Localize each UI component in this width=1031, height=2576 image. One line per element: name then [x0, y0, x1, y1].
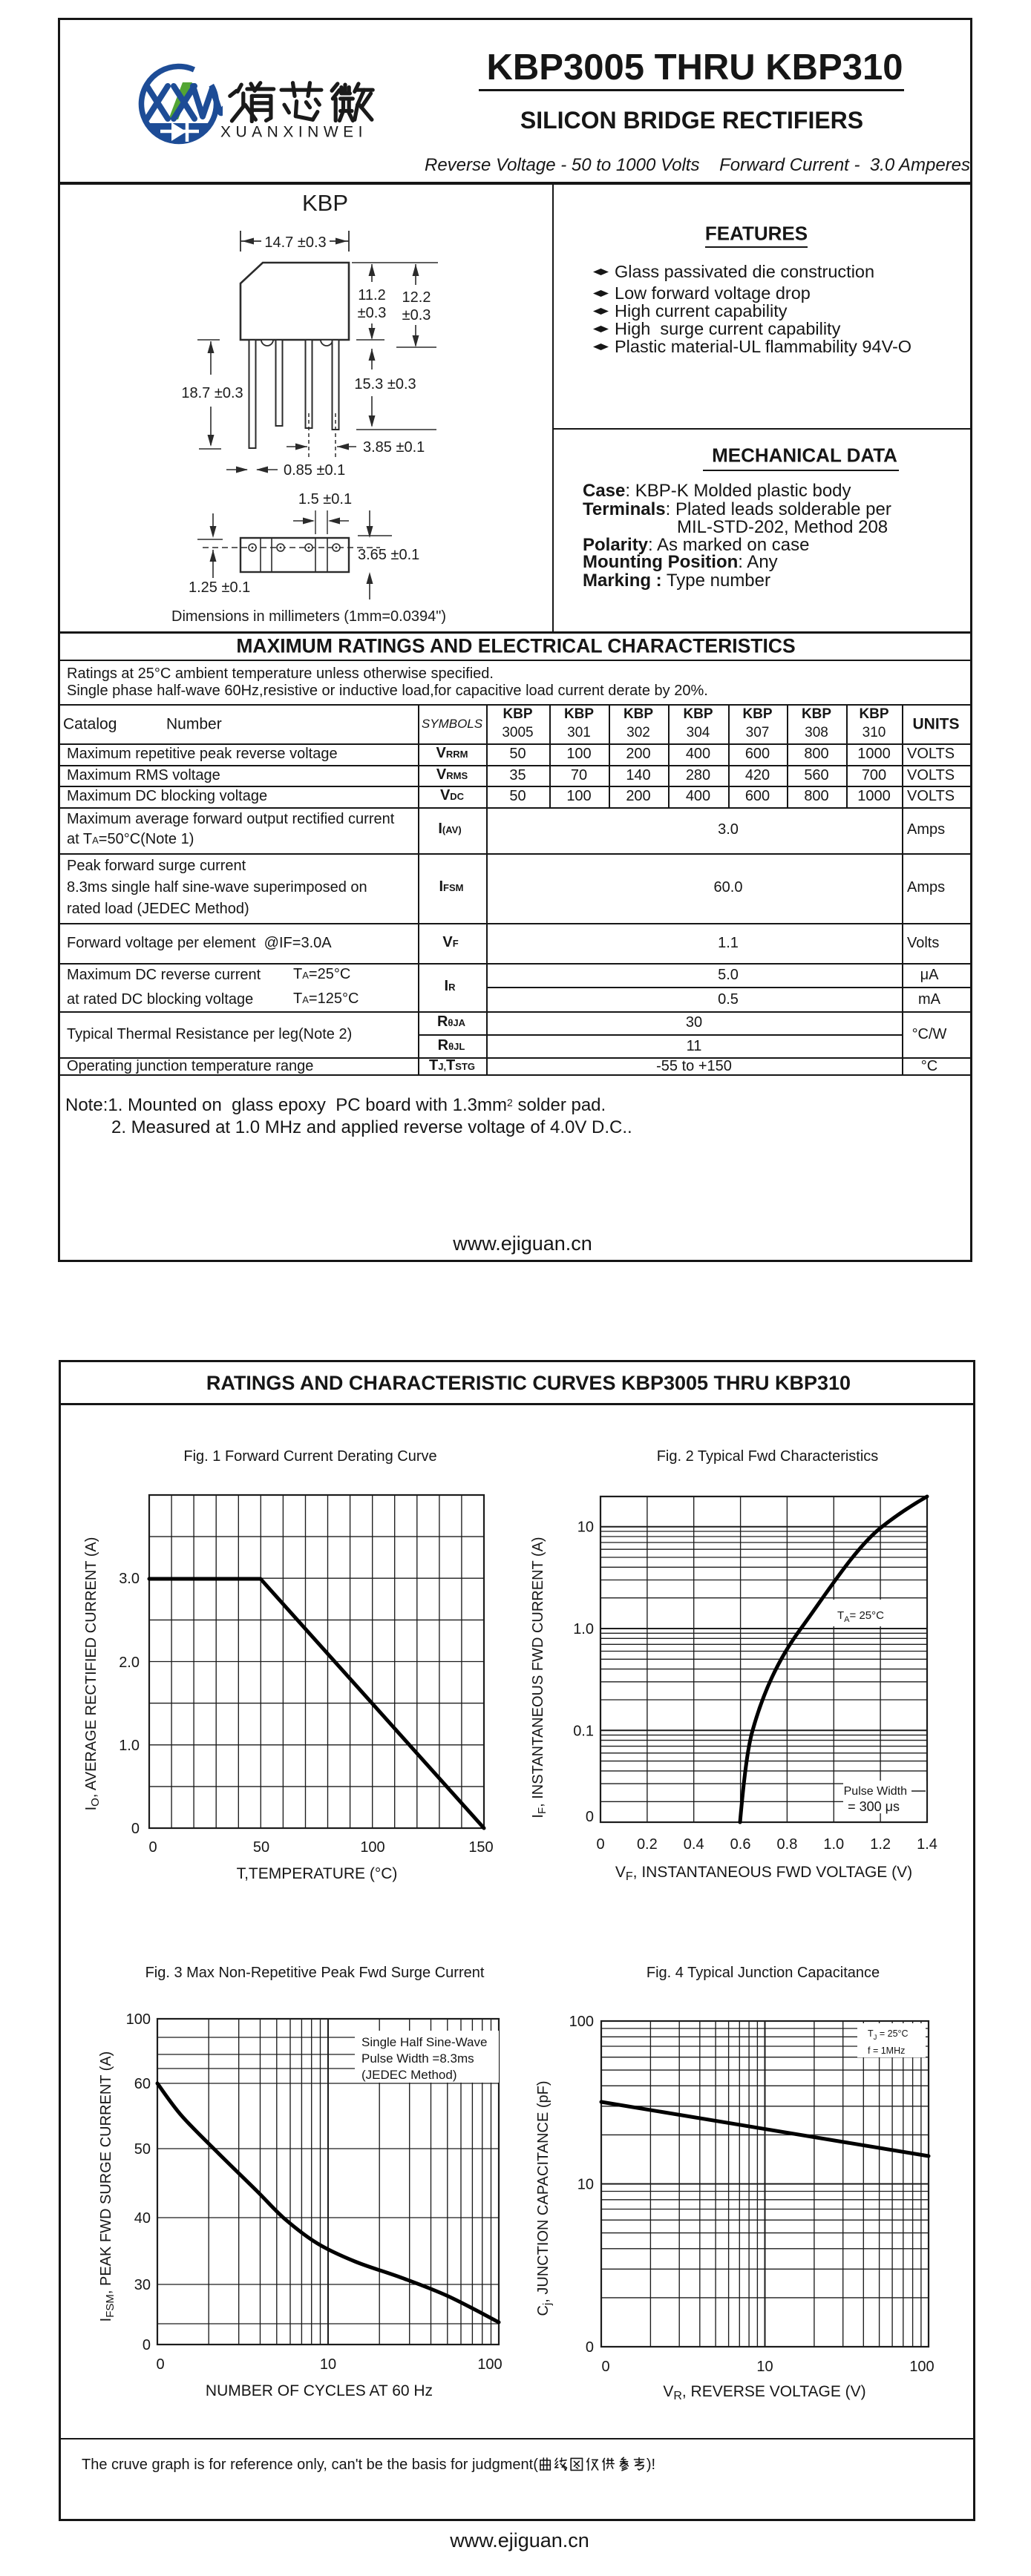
svg-text:Pulse Width =8.3ms: Pulse Width =8.3ms: [361, 2051, 474, 2066]
svg-text:IO, AVERAGE RECTIFIED CURRENT: IO, AVERAGE RECTIFIED CURRENT (A): [83, 1537, 102, 1811]
svg-text:10: 10: [756, 2359, 773, 2375]
svg-text:0.4: 0.4: [684, 1836, 704, 1853]
svg-text:IF, INSTANTANEOUS FWD CURRENT: IF, INSTANTANEOUS FWD CURRENT (A): [530, 1537, 549, 1818]
svg-text:1.2: 1.2: [870, 1836, 891, 1853]
svg-text:0.6: 0.6: [730, 1836, 751, 1853]
svg-text:0.85 ±0.1: 0.85 ±0.1: [284, 462, 345, 479]
svg-text:0: 0: [601, 2359, 609, 2375]
svg-text:100: 100: [569, 2014, 594, 2030]
svg-text:0: 0: [148, 1839, 157, 1856]
svg-text:1.25 ±0.1: 1.25 ±0.1: [189, 579, 250, 596]
svg-text:T,TEMPERATURE (°C): T,TEMPERATURE (°C): [237, 1865, 398, 1882]
svg-text:60: 60: [134, 2076, 151, 2092]
svg-text:100: 100: [360, 1839, 384, 1856]
svg-text:NUMBER OF CYCLES AT 60 Hz: NUMBER OF CYCLES AT 60 Hz: [206, 2382, 433, 2399]
svg-text:100: 100: [477, 2356, 502, 2373]
svg-text:3.0: 3.0: [119, 1571, 140, 1587]
svg-text:0: 0: [596, 1836, 604, 1853]
svg-text:VF, INSTANTANEOUS FWD VOLTAGE: VF, INSTANTANEOUS FWD VOLTAGE (V): [615, 1864, 912, 1883]
svg-text:0: 0: [586, 2339, 594, 2356]
svg-text:15.3 ±0.3: 15.3 ±0.3: [354, 376, 416, 392]
svg-text:3.85 ±0.1: 3.85 ±0.1: [363, 439, 425, 456]
svg-text:1.4: 1.4: [917, 1836, 937, 1853]
svg-text:3.65 ±0.1: 3.65 ±0.1: [358, 547, 419, 563]
svg-text:±0.3: ±0.3: [358, 305, 387, 321]
svg-text:1.0: 1.0: [823, 1836, 844, 1853]
svg-text:150: 150: [468, 1839, 493, 1856]
svg-text:100: 100: [909, 2359, 934, 2375]
svg-text:10: 10: [577, 2177, 594, 2193]
svg-text:30: 30: [134, 2277, 151, 2293]
svg-text:11.2: 11.2: [358, 287, 385, 303]
svg-text:50: 50: [134, 2141, 151, 2158]
svg-text:0: 0: [131, 1821, 140, 1837]
svg-text:TA= 25°C: TA= 25°C: [837, 1609, 884, 1624]
svg-text:Dimensions in millimeters (1mm: Dimensions in millimeters (1mm=0.0394"): [171, 608, 446, 625]
svg-text:Fig. 1 Forward Current Deratin: Fig. 1 Forward Current Derating Curve: [183, 1448, 436, 1465]
svg-text:1.0: 1.0: [573, 1621, 594, 1637]
svg-text:14.7 ±0.3: 14.7 ±0.3: [264, 234, 326, 251]
svg-text:TJ = 25°C: TJ = 25°C: [868, 2028, 909, 2042]
svg-text:0.2: 0.2: [637, 1836, 658, 1853]
svg-text:Fig. 3 Max Non-Repetitive Pea: Fig. 3 Max Non-Repetitive Peak Fwd Surge…: [145, 1965, 485, 1981]
svg-text:f = 1MHz: f = 1MHz: [868, 2046, 905, 2056]
svg-text:100: 100: [126, 2011, 151, 2028]
svg-text:18.7 ±0.3: 18.7 ±0.3: [181, 385, 243, 401]
svg-text:2.0: 2.0: [119, 1655, 140, 1671]
svg-text:Pulse Width: Pulse Width: [844, 1785, 907, 1798]
svg-text:= 300 μs: = 300 μs: [848, 1799, 900, 1814]
svg-text:0.8: 0.8: [777, 1836, 798, 1853]
svg-text:Single Half Sine-Wave: Single Half Sine-Wave: [361, 2035, 487, 2049]
svg-text:40: 40: [134, 2210, 151, 2227]
svg-text:1.5 ±0.1: 1.5 ±0.1: [298, 491, 352, 507]
svg-text:(JEDEC Method): (JEDEC Method): [361, 2068, 456, 2082]
svg-text:10: 10: [577, 1519, 594, 1536]
svg-text:10: 10: [320, 2356, 336, 2373]
svg-text:0: 0: [156, 2356, 164, 2373]
svg-text:0: 0: [143, 2337, 151, 2353]
svg-text:1.0: 1.0: [119, 1738, 140, 1754]
svg-text:Fig. 2 Typical Fwd Characteri: Fig. 2 Typical Fwd Characteristics: [657, 1448, 879, 1465]
svg-text:12.2: 12.2: [402, 289, 431, 306]
svg-text:Cj, JUNCTION CAPACITANCE (pF): Cj, JUNCTION CAPACITANCE (pF): [535, 2080, 554, 2316]
svg-text:±0.3: ±0.3: [402, 307, 431, 323]
svg-text:0: 0: [586, 1809, 594, 1825]
svg-text:Fig. 4 Typical Junction Capac: Fig. 4 Typical Junction Capacitance: [647, 1965, 880, 1981]
svg-text:IFSM, PEAK FWD SURGE CURRENT: IFSM, PEAK FWD SURGE CURRENT (A): [98, 2051, 117, 2322]
svg-text:50: 50: [253, 1839, 269, 1856]
svg-text:KBP: KBP: [302, 190, 348, 216]
svg-text:0.1: 0.1: [573, 1723, 594, 1739]
svg-text:VR, REVERSE VOLTAGE (V): VR, REVERSE VOLTAGE (V): [663, 2383, 865, 2402]
